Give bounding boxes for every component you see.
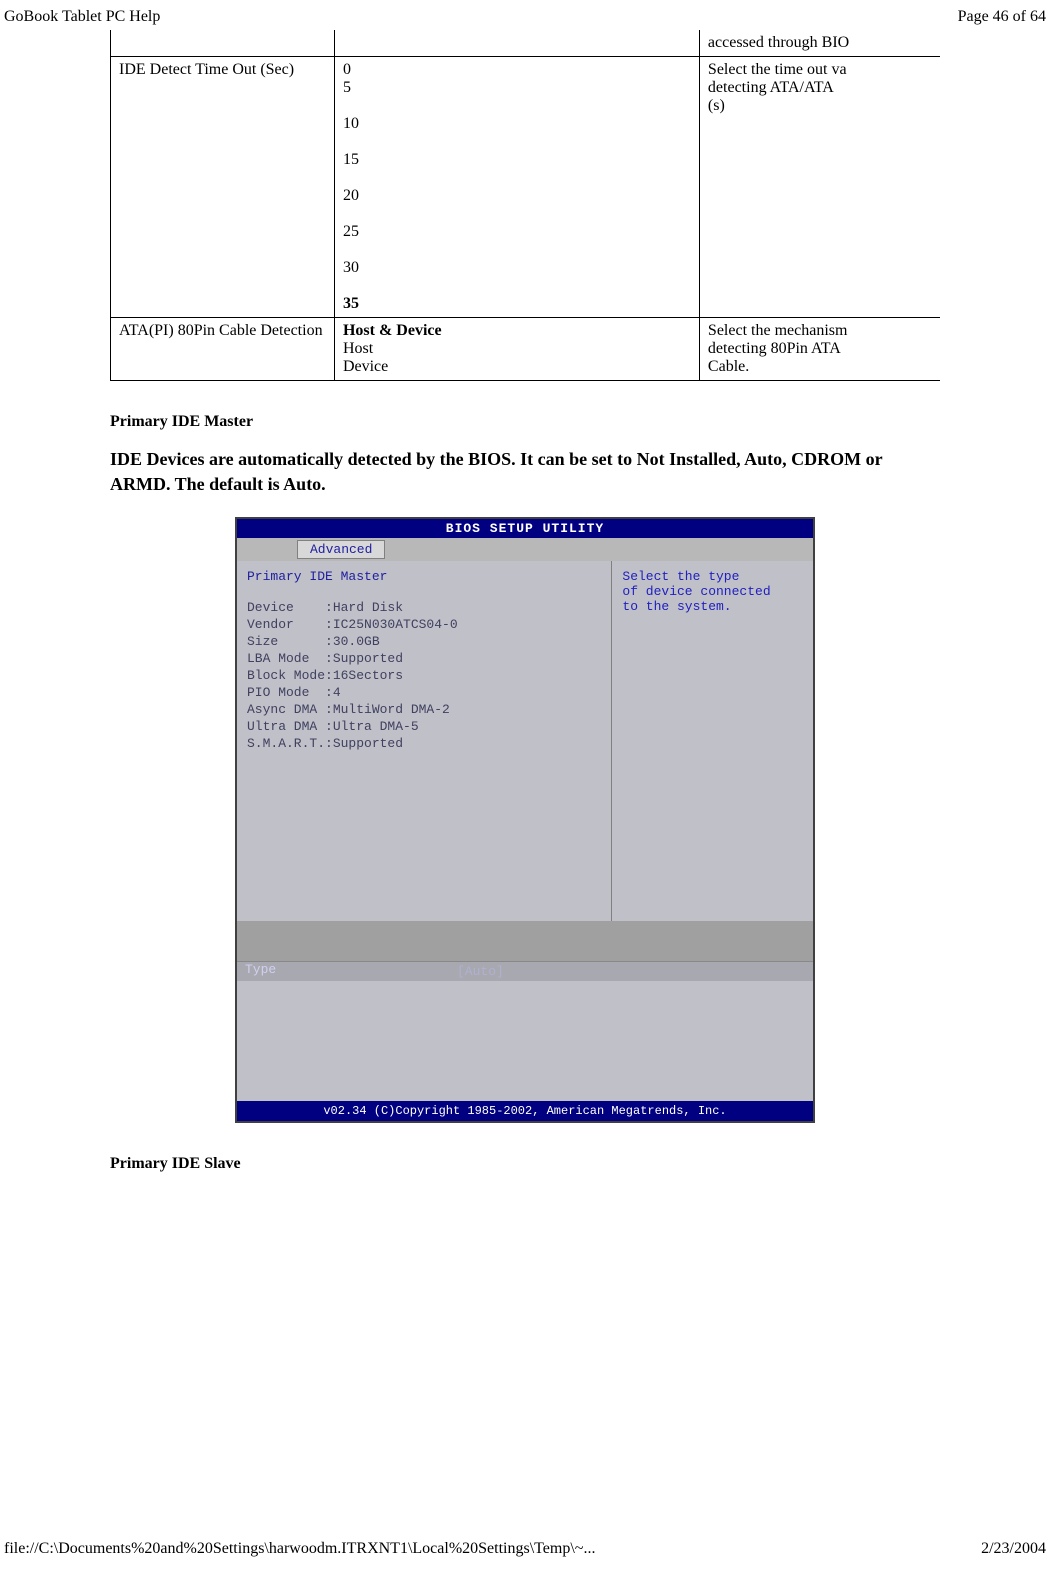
bios-info-line: S.M.A.R.T.:Supported: [247, 736, 601, 753]
desc-line: Select the mechanism: [708, 322, 932, 340]
bios-info-line: LBA Mode :Supported: [247, 651, 601, 668]
cell-text: ATA(PI) 80Pin Cable Detection: [111, 318, 335, 381]
desc-line: detecting 80Pin ATA: [708, 340, 932, 358]
bios-info-line: Device :Hard Disk: [247, 600, 601, 617]
table-row: IDE Detect Time Out (Sec) 0 5 10 15 20 2…: [111, 57, 941, 318]
bios-separator: Type [Auto]: [237, 961, 813, 981]
bios-footer: v02.34 (C)Copyright 1985-2002, American …: [237, 1101, 813, 1121]
content: accessed through BIO IDE Detect Time Out…: [0, 30, 1050, 1173]
desc-line: Select the time out va: [708, 61, 932, 79]
bios-help-line: to the system.: [622, 599, 803, 614]
option-value: 20: [343, 187, 691, 205]
cell-text: IDE Detect Time Out (Sec): [111, 57, 335, 318]
footer-path: file://C:\Documents%20and%20Settings\har…: [4, 1540, 595, 1558]
option-default: 35: [343, 295, 691, 313]
cell-text: accessed through BIO: [699, 30, 940, 57]
section-description: IDE Devices are automatically detected b…: [110, 447, 940, 497]
page-header: GoBook Tablet PC Help Page 46 of 64: [0, 0, 1050, 30]
bios-tab-advanced: Advanced: [297, 540, 385, 559]
bios-info-line: Block Mode:16Sectors: [247, 668, 601, 685]
cell-description: Select the time out va detecting ATA/ATA…: [699, 57, 940, 318]
cell-options: 0 5 10 15 20 25 30 35: [334, 57, 699, 318]
bios-titlebar: BIOS SETUP UTILITY: [237, 519, 813, 538]
bios-body: Primary IDE Master Device :Hard Disk Ven…: [237, 561, 813, 921]
option-value: 15: [343, 151, 691, 169]
table-row: accessed through BIO: [111, 30, 941, 57]
bios-left-pane: Primary IDE Master Device :Hard Disk Ven…: [237, 561, 611, 921]
section-heading: Primary IDE Slave: [110, 1155, 940, 1173]
option-value: 10: [343, 115, 691, 133]
bios-right-pane: Select the type of device connected to t…: [611, 561, 813, 921]
option-value: 0: [343, 61, 691, 79]
bios-info-line: Vendor :IC25N030ATCS04-0: [247, 617, 601, 634]
option-value: 30: [343, 259, 691, 277]
page-footer: file://C:\Documents%20and%20Settings\har…: [4, 1540, 1046, 1558]
bios-blank-area: [237, 981, 813, 1101]
bios-section-title: Primary IDE Master: [247, 569, 601, 584]
bios-field-value: [Auto]: [457, 964, 504, 979]
option-value: 25: [343, 223, 691, 241]
bios-info-line: Ultra DMA :Ultra DMA-5: [247, 719, 601, 736]
section-heading: Primary IDE Master: [110, 413, 940, 431]
option-default: Host & Device: [343, 322, 691, 340]
bios-screenshot: BIOS SETUP UTILITY Advanced Primary IDE …: [235, 517, 815, 1123]
cell-description: Select the mechanism detecting 80Pin ATA…: [699, 318, 940, 381]
bios-info-line: Async DMA :MultiWord DMA-2: [247, 702, 601, 719]
desc-line: Cable.: [708, 358, 932, 376]
bios-info-line: PIO Mode :4: [247, 685, 601, 702]
cell-options: Host & Device Host Device: [334, 318, 699, 381]
header-page: Page 46 of 64: [958, 8, 1046, 26]
table-row: ATA(PI) 80Pin Cable Detection Host & Dev…: [111, 318, 941, 381]
option-value: 5: [343, 79, 691, 97]
option-value: Host: [343, 340, 691, 358]
option-value: Device: [343, 358, 691, 376]
bios-info-line: Size :30.0GB: [247, 634, 601, 651]
header-title: GoBook Tablet PC Help: [4, 8, 160, 26]
footer-date: 2/23/2004: [981, 1540, 1046, 1558]
bios-help-line: of device connected: [622, 584, 803, 599]
desc-line: (s): [708, 97, 932, 115]
bios-settings-table: accessed through BIO IDE Detect Time Out…: [110, 30, 940, 381]
bios-tabs: Advanced: [237, 538, 813, 561]
desc-line: detecting ATA/ATA: [708, 79, 932, 97]
bios-help-line: Select the type: [622, 569, 803, 584]
bios-field-label: Type: [237, 960, 284, 979]
